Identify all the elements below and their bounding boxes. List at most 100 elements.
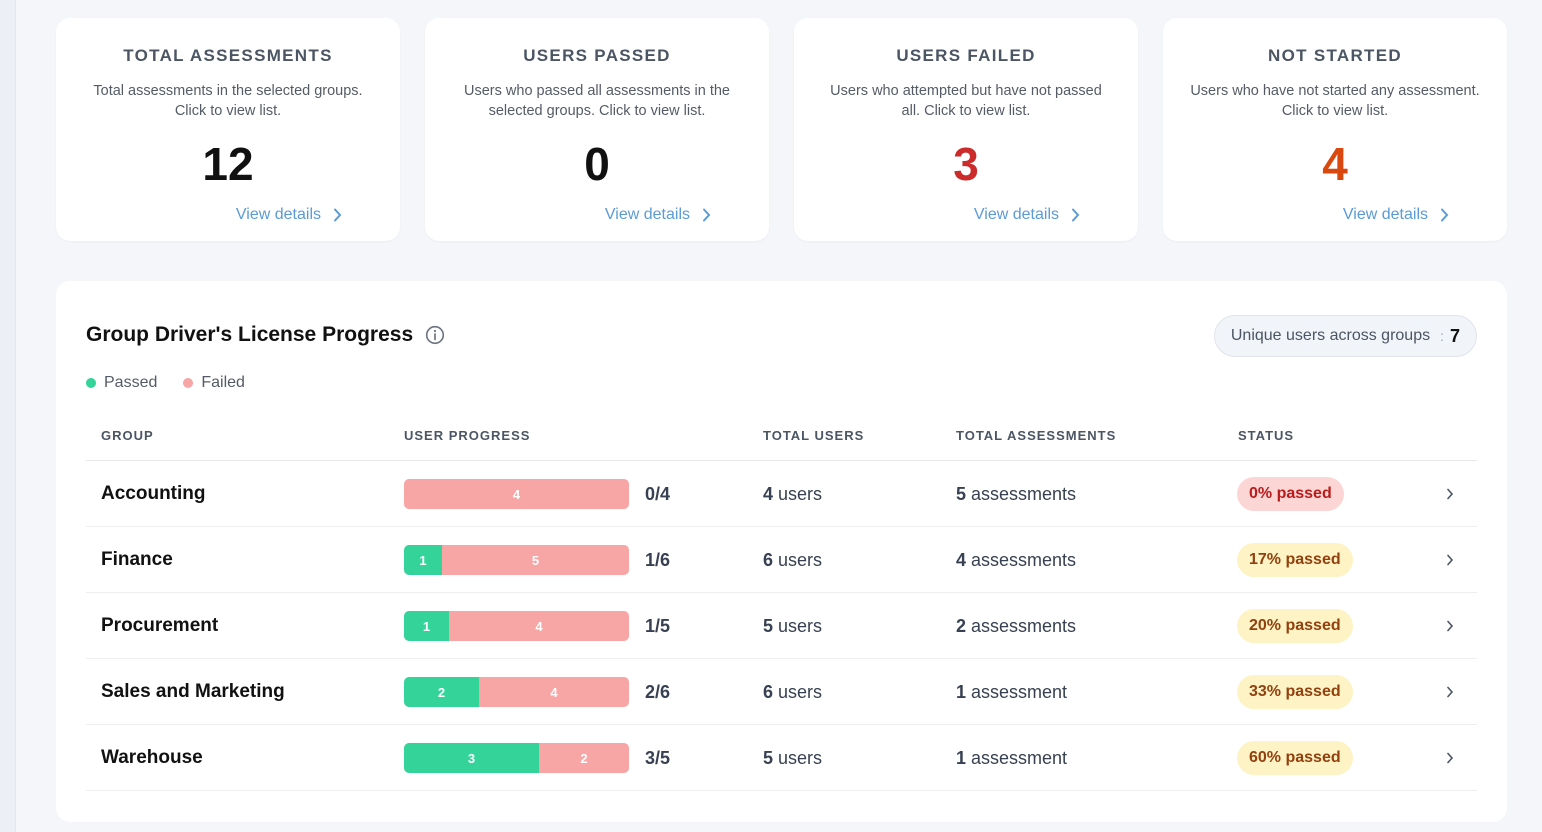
group-name: Finance	[101, 549, 173, 570]
card-users-failed[interactable]: USERS FAILED Users who attempted but hav…	[794, 18, 1138, 241]
progress-failed-segment: 4	[449, 611, 629, 641]
legend-passed: Passed	[86, 374, 157, 392]
users-count: 5	[763, 747, 774, 768]
view-details-link[interactable]: View details	[974, 206, 1080, 224]
view-details-link[interactable]: View details	[1343, 206, 1449, 224]
card-total-assessments[interactable]: TOTAL ASSESSMENTS Total assessments in t…	[56, 18, 400, 241]
legend-label: Passed	[104, 374, 158, 391]
view-details-label: View details	[235, 206, 321, 223]
status-badge: 60% passed	[1237, 741, 1353, 775]
row-expand[interactable]	[1446, 461, 1454, 527]
row-expand[interactable]	[1446, 659, 1454, 725]
progress-ratio: 1/5	[645, 615, 671, 636]
users-unit: users	[778, 615, 823, 636]
assessments-count: 1	[956, 681, 967, 702]
header-total-assessments[interactable]: TOTAL ASSESSMENTS	[956, 428, 1117, 443]
card-title: USERS FAILED	[896, 46, 1036, 65]
status-badge: 17% passed	[1237, 543, 1353, 577]
progress-failed-segment: 2	[539, 743, 629, 773]
assessments-count: 1	[956, 747, 967, 768]
row-expand[interactable]	[1446, 527, 1454, 593]
users-unit: users	[778, 549, 823, 570]
info-circle-icon[interactable]	[425, 325, 445, 345]
group-name: Accounting	[101, 483, 206, 504]
view-details-link[interactable]: View details	[605, 206, 711, 224]
legend-failed: Failed	[183, 374, 245, 392]
total-users: 4 users	[763, 461, 822, 527]
group-progress-panel: Group Driver's License Progress Unique u…	[56, 281, 1507, 822]
view-details-label: View details	[1342, 206, 1428, 223]
card-value: 3	[953, 138, 979, 190]
status: 60% passed	[1237, 725, 1353, 791]
assessments-count: 2	[956, 615, 967, 636]
table-header: GROUP USER PROGRESS TOTAL USERS TOTAL AS…	[86, 411, 1477, 461]
group-name: Warehouse	[101, 747, 203, 768]
total-users: 6 users	[763, 659, 822, 725]
users-unit: users	[778, 681, 823, 702]
chevron-right-icon	[334, 208, 342, 222]
total-users: 6 users	[763, 527, 822, 593]
card-value: 12	[202, 138, 254, 190]
legend-dot-passed	[86, 378, 96, 388]
chevron-right-icon	[1447, 488, 1454, 500]
legend-dot-failed	[183, 378, 194, 388]
total-assessments: 4 assessments	[956, 527, 1076, 593]
user-progress: 4 0/4	[404, 461, 670, 527]
unique-users-value: 7	[1449, 325, 1460, 346]
progress-ratio: 1/6	[645, 549, 671, 570]
header-status[interactable]: STATUS	[1238, 428, 1295, 443]
card-description: Users who attempted but have not passed …	[830, 83, 1102, 119]
header-group[interactable]: GROUP	[101, 428, 154, 443]
view-details-label: View details	[973, 206, 1059, 223]
progress-failed-segment: 5	[442, 545, 629, 575]
progress-bar: 4	[404, 479, 629, 509]
card-users-passed[interactable]: USERS PASSED Users who passed all assess…	[425, 18, 769, 241]
header-user-progress[interactable]: USER PROGRESS	[404, 428, 531, 443]
legend-label: Failed	[201, 374, 245, 391]
chevron-right-icon	[1447, 620, 1454, 632]
card-not-started[interactable]: NOT STARTED Users who have not started a…	[1163, 18, 1507, 241]
total-assessments: 1 assessment	[956, 725, 1067, 791]
assessments-unit: assessments	[971, 549, 1077, 570]
progress-failed-segment: 4	[404, 479, 629, 509]
total-assessments: 1 assessment	[956, 659, 1067, 725]
table-row[interactable]: Accounting 4 0/4 4 users 5 assessments 0…	[86, 461, 1477, 527]
card-title: USERS PASSED	[523, 46, 671, 65]
status-badge: 33% passed	[1237, 675, 1353, 709]
row-expand[interactable]	[1446, 725, 1454, 791]
panel-title-text: Group Driver's License Progress	[86, 323, 414, 346]
users-count: 4	[763, 483, 774, 504]
view-details-link[interactable]: View details	[236, 206, 342, 224]
card-title: NOT STARTED	[1268, 46, 1402, 65]
row-expand[interactable]	[1446, 593, 1454, 659]
users-count: 6	[763, 681, 774, 702]
users-count: 5	[763, 615, 774, 636]
chevron-right-icon	[1447, 554, 1454, 566]
assessments-count: 5	[956, 483, 967, 504]
chevron-right-icon	[1447, 686, 1454, 698]
progress-passed-segment: 1	[404, 545, 442, 575]
progress-ratio: 0/4	[645, 483, 671, 504]
total-assessments: 5 assessments	[956, 461, 1076, 527]
users-count: 6	[763, 549, 774, 570]
group-name: Sales and Marketing	[101, 681, 285, 702]
header-total-users[interactable]: TOTAL USERS	[763, 428, 865, 443]
status: 33% passed	[1237, 659, 1353, 725]
progress-legend: Passed Failed	[86, 374, 245, 392]
progress-passed-segment: 2	[404, 677, 479, 707]
progress-ratio: 3/5	[645, 747, 671, 768]
status: 0% passed	[1237, 461, 1344, 527]
progress-failed-segment: 4	[479, 677, 629, 707]
chevron-right-icon	[1447, 752, 1454, 764]
